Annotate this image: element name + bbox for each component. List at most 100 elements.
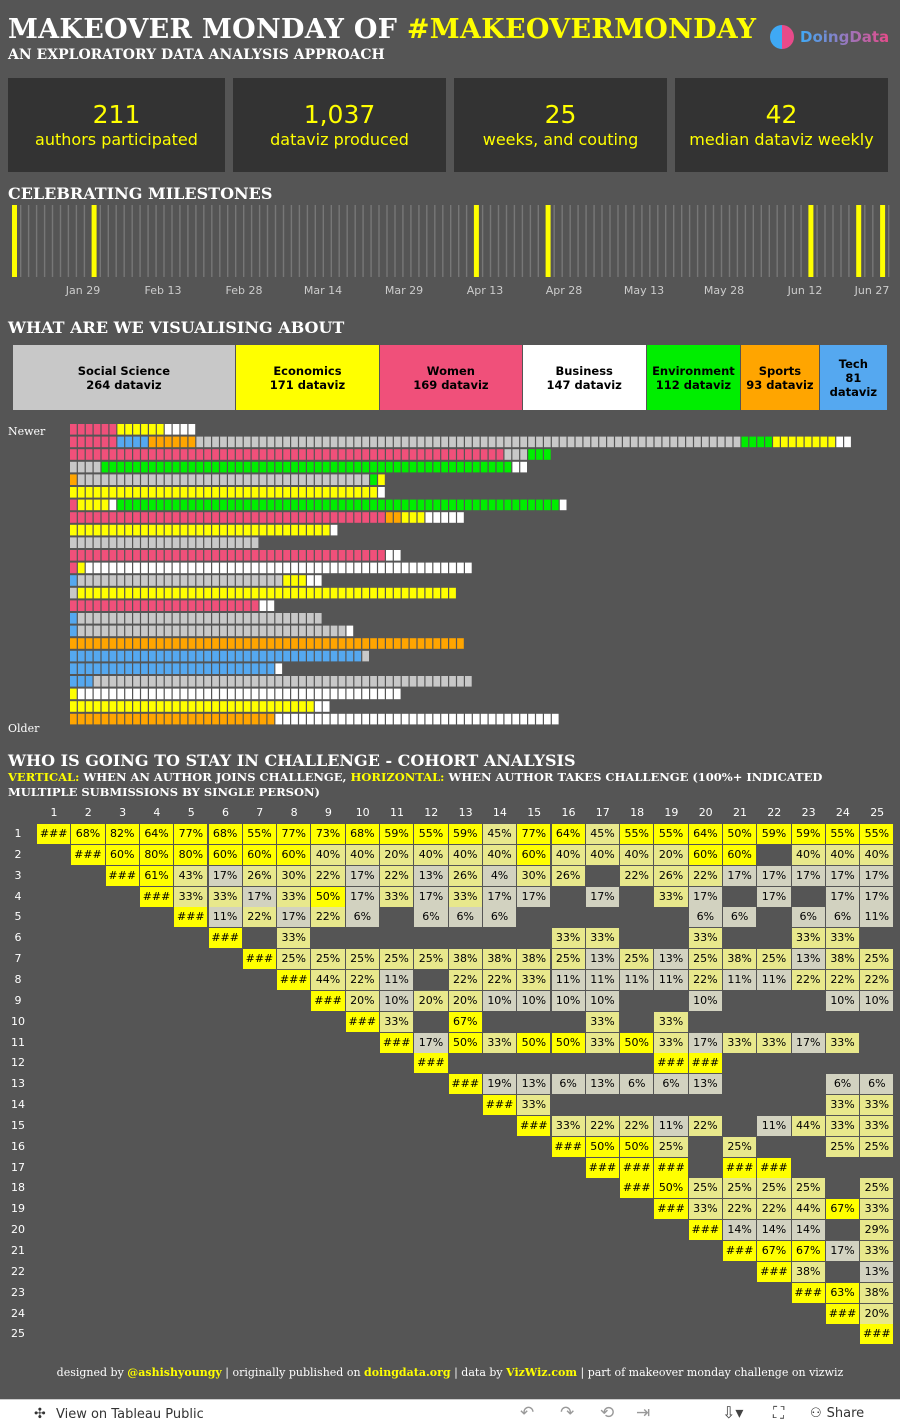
submission-cell: [393, 550, 401, 561]
submission-cell: [212, 663, 219, 674]
submission-cell: [409, 499, 417, 511]
cohort-col-header: 6: [222, 806, 229, 819]
submission-cell: [220, 474, 227, 485]
pause-icon[interactable]: ⇥: [636, 1403, 651, 1423]
cohort-cell: 22%: [311, 907, 345, 928]
submission-cell: [125, 537, 132, 548]
submission-cell: [101, 461, 109, 473]
submission-cell: [235, 550, 243, 561]
author-link[interactable]: @ashishyoungy: [127, 1366, 222, 1379]
submission-cell: [314, 613, 322, 624]
cohort-cell: 26%: [242, 865, 277, 886]
category-count: 264 dataviz: [86, 377, 162, 392]
submission-cell: [291, 461, 298, 473]
submission-cell: [228, 587, 235, 599]
submission-cell: [472, 449, 480, 460]
submission-cell: [425, 499, 433, 511]
submission-cell: [188, 562, 196, 574]
submission-cell: [85, 487, 93, 498]
submission-cell: [93, 524, 101, 536]
category-economics[interactable]: Economics 171 dataviz: [235, 345, 381, 410]
submission-cell: [70, 474, 77, 485]
submission-cell: [172, 600, 180, 611]
submission-cell: [156, 575, 164, 586]
download-icon[interactable]: ⇩▾: [722, 1403, 744, 1422]
milestone-tick: [179, 205, 181, 277]
cohort-col-header: 2: [84, 806, 92, 819]
submission-cell: [267, 499, 275, 511]
submission-cell: [93, 650, 101, 662]
submission-cell: [330, 461, 338, 473]
submission-cell: [354, 436, 362, 448]
submission-cell: [101, 512, 109, 523]
submission-cell: [101, 562, 109, 574]
cohort-cell: 50%: [551, 1032, 585, 1053]
redo-icon[interactable]: ↷: [560, 1403, 575, 1423]
submission-cell: [283, 550, 290, 561]
category-women[interactable]: Women 169 dataviz: [380, 345, 523, 410]
submission-cell: [623, 436, 630, 448]
submission-cell: [441, 587, 448, 599]
cohort-cell: 14%: [791, 1220, 825, 1241]
milestone-tick: [696, 205, 699, 277]
submission-cell: [409, 512, 417, 523]
submission-cell: [362, 713, 369, 725]
submission-cell: [117, 562, 125, 574]
cohort-cell: 33%: [825, 1095, 860, 1116]
submission-cell: [188, 688, 196, 700]
submission-cell: [70, 499, 77, 511]
fullscreen-icon[interactable]: ⛶: [773, 1403, 785, 1422]
submission-cell: [630, 436, 638, 448]
category-tech[interactable]: Tech 81 dataviz: [819, 345, 888, 410]
submission-cell: [149, 613, 156, 624]
cohort-cell: 25%: [825, 1136, 860, 1157]
submission-cell: [93, 663, 101, 674]
submission-cell: [299, 550, 306, 561]
doingdata-logo[interactable]: DoingData: [770, 24, 889, 50]
category-sports[interactable]: Sports 93 dataviz: [741, 345, 820, 410]
submission-cell: [172, 461, 180, 473]
category-environment[interactable]: Environment 112 dataviz: [646, 345, 742, 410]
submission-cell: [149, 512, 156, 523]
category-social-science[interactable]: Social Science 264 dataviz: [13, 345, 236, 410]
milestone-tick: [609, 205, 611, 277]
submission-cell: [251, 625, 259, 637]
cohort-cell: ###: [585, 1157, 620, 1178]
category-business[interactable]: Business 147 dataviz: [522, 345, 647, 410]
submission-cell: [235, 600, 243, 611]
cohort-row-header: 20: [11, 1223, 25, 1237]
submission-cell: [172, 474, 180, 485]
cohort-cell: 25%: [654, 1136, 688, 1157]
cohort-cell: 33%: [860, 1115, 894, 1136]
source-link[interactable]: VizWiz.com: [506, 1366, 577, 1379]
submission-cell: [433, 512, 441, 523]
submission-cell: [101, 650, 109, 662]
milestone-tick: [561, 205, 563, 277]
submission-cell: [93, 638, 101, 649]
submission-cell: [141, 600, 148, 611]
cohort-cell: 22%: [345, 969, 379, 990]
submission-cell: [536, 713, 543, 725]
submission-cell: [291, 436, 298, 448]
cohort-cell: 22%: [620, 865, 654, 886]
view-on-tableau-button[interactable]: ✣ View on Tableau Public: [34, 1406, 204, 1422]
milestone-tick: [832, 205, 834, 277]
submission-cell: [702, 436, 709, 448]
submission-cell: [259, 575, 267, 586]
revert-icon[interactable]: ⟲: [600, 1403, 615, 1423]
cohort-cell: 25%: [723, 1136, 757, 1157]
submission-cell: [220, 600, 227, 611]
submission-cell: [291, 701, 298, 712]
submission-cell: [330, 499, 338, 511]
undo-icon[interactable]: ↶: [520, 1403, 535, 1423]
submission-cell: [828, 436, 836, 448]
share-button[interactable]: ⚇ Share: [810, 1406, 865, 1421]
milestone-tick: [338, 205, 340, 277]
submission-cell: [188, 575, 196, 586]
submission-cell: [235, 499, 243, 511]
submission-cell: [386, 550, 393, 561]
submission-cell: [267, 663, 275, 674]
cohort-cell: 33%: [825, 1032, 860, 1053]
cohort-cell: 6%: [448, 907, 482, 928]
site-link[interactable]: doingdata.org: [364, 1366, 451, 1379]
